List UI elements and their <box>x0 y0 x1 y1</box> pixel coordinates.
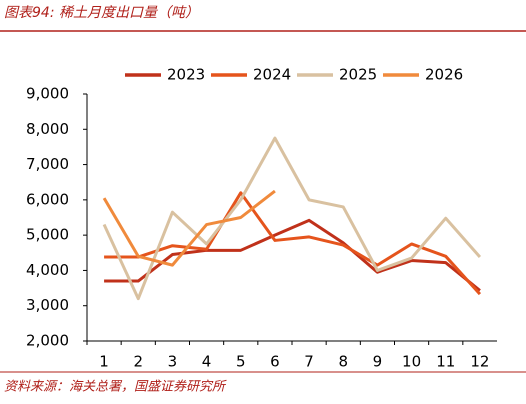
x-tick-label: 4 <box>202 353 212 371</box>
series-line <box>104 191 482 296</box>
y-tick-label: 8,000 <box>26 120 69 138</box>
chart-title: 图表94: 稀土月度出口量（吨） <box>4 5 199 21</box>
y-tick-label: 5,000 <box>26 226 69 244</box>
x-tick-label: 6 <box>270 353 280 371</box>
x-tick-label: 5 <box>236 353 246 371</box>
y-tick-label: 4,000 <box>26 261 69 279</box>
y-tick-label: 9,000 <box>26 85 69 103</box>
y-tick-label: 2,000 <box>26 332 69 350</box>
source: 资料来源：海关总署，国盛证券研究所 <box>4 379 227 395</box>
series-line <box>102 189 276 267</box>
x-tick-label: 2 <box>133 353 143 371</box>
series-line <box>102 136 482 301</box>
y-tick-label: 7,000 <box>26 155 69 173</box>
x-tick-label: 7 <box>304 353 314 371</box>
x-tick-label: 11 <box>436 353 455 371</box>
y-tick-label: 6,000 <box>26 190 69 208</box>
x-tick-label: 3 <box>168 353 178 371</box>
x-tick-label: 10 <box>402 353 421 371</box>
y-tick-label: 3,000 <box>26 296 69 314</box>
x-tick-label: 12 <box>470 353 489 371</box>
x-tick-label: 1 <box>99 353 109 371</box>
x-tick-label: 8 <box>338 353 348 371</box>
legend-label: 2025 <box>339 66 377 84</box>
legend-label: 2023 <box>167 66 205 84</box>
legend-label: 2026 <box>425 66 463 84</box>
x-tick-label: 9 <box>373 353 383 371</box>
legend-label: 2024 <box>253 66 291 84</box>
series-line <box>104 218 481 292</box>
